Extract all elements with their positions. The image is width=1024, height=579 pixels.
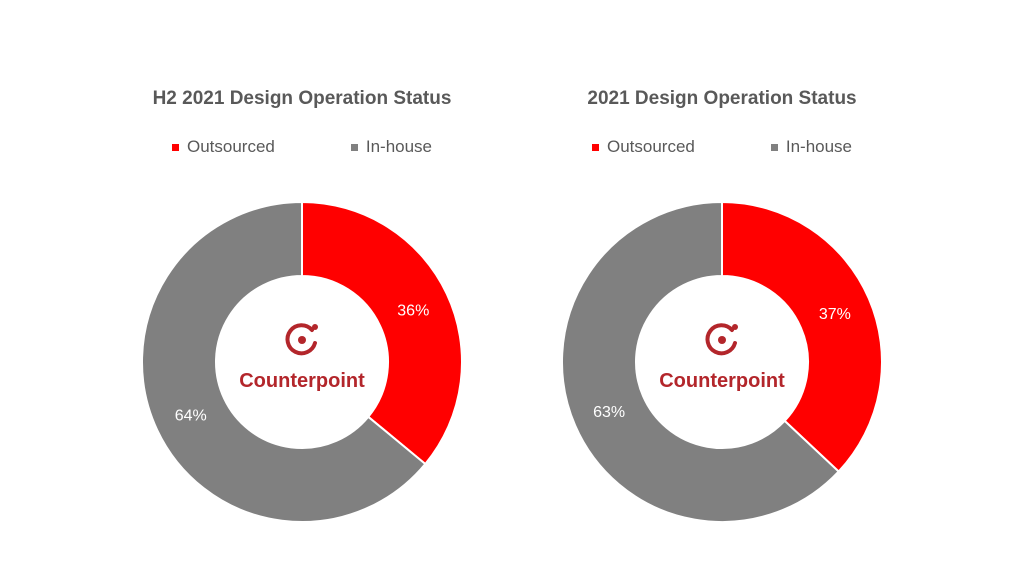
chart-title: H2 2021 Design Operation Status — [152, 88, 452, 109]
slice-label-in-house: 64% — [175, 407, 207, 424]
donut-chart: 36% 64% Counterpoint — [141, 200, 463, 523]
legend: Outsourced In-house — [512, 137, 932, 157]
legend-label-in-house: In-house — [785, 137, 853, 156]
legend-swatch-in-house — [770, 143, 778, 151]
legend-swatch-outsourced — [171, 143, 179, 151]
slice-label-outsourced: 37% — [819, 306, 851, 323]
legend-item-in-house: In-house — [770, 137, 853, 157]
slice-in-house — [561, 200, 841, 523]
logo-text: Counterpoint — [239, 370, 365, 392]
legend-label-outsourced: Outsourced — [606, 137, 695, 156]
legend-item-in-house: In-house — [350, 137, 433, 157]
counterpoint-logo-icon — [705, 323, 738, 356]
slice-outsourced — [301, 200, 463, 466]
legend-item-outsourced: Outsourced — [171, 137, 275, 157]
chart-title: 2021 Design Operation Status — [587, 88, 857, 109]
counterpoint-logo-icon — [285, 323, 318, 356]
legend-item-outsourced: Outsourced — [591, 137, 695, 157]
donut-chart: 37% 63% Counterpoint — [561, 200, 883, 523]
slice-outsourced — [721, 200, 883, 473]
legend-label-outsourced: Outsourced — [186, 137, 275, 156]
legend-swatch-in-house — [350, 143, 358, 151]
chart-panel-2021: 2021 Design Operation Status Outsourced … — [512, 0, 932, 579]
slice-label-outsourced: 36% — [397, 303, 429, 320]
legend: Outsourced In-house — [92, 137, 512, 157]
logo-text: Counterpoint — [659, 370, 785, 392]
legend-label-in-house: In-house — [365, 137, 433, 156]
slice-in-house — [141, 200, 427, 523]
chart-panel-h2-2021: H2 2021 Design Operation Status Outsourc… — [92, 0, 512, 579]
legend-swatch-outsourced — [591, 143, 599, 151]
slice-label-in-house: 63% — [593, 404, 625, 421]
